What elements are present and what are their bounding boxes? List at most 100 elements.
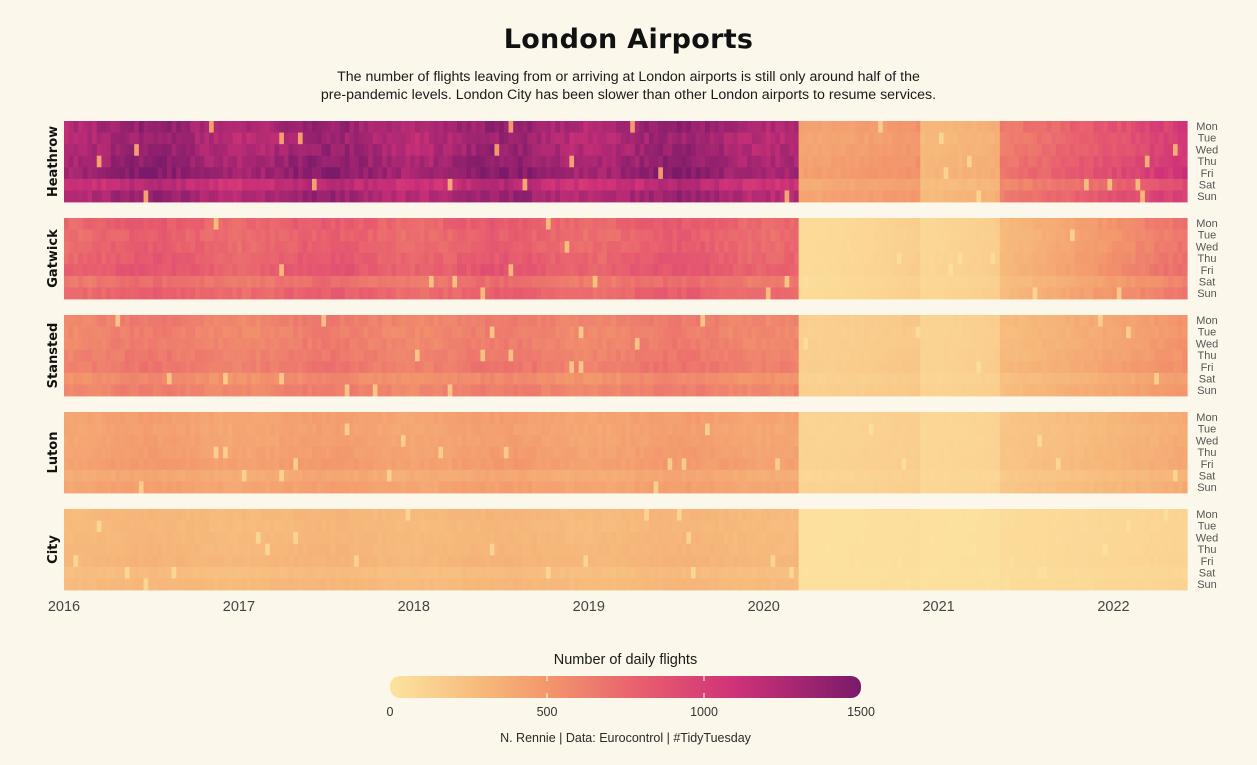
heat-cell	[831, 190, 837, 203]
heat-cell	[489, 229, 496, 242]
heat-cell	[1037, 144, 1043, 157]
heat-cell	[349, 338, 355, 351]
heat-cell	[672, 241, 678, 254]
heat-cell	[948, 372, 954, 385]
heat-cell	[382, 229, 388, 242]
heat-cell	[1121, 167, 1127, 180]
heat-cell	[836, 178, 842, 191]
heat-cell	[251, 167, 257, 180]
heat-cell	[653, 252, 659, 265]
heat-cell	[410, 155, 416, 168]
heat-cell	[246, 326, 252, 339]
heat-cell	[162, 121, 168, 133]
heat-cell	[962, 252, 968, 265]
heat-cell	[274, 361, 280, 374]
heat-cell	[209, 287, 215, 300]
heat-cell	[1121, 229, 1127, 242]
heat-cell	[569, 361, 575, 374]
heat-cell	[260, 326, 266, 339]
heat-cell	[283, 167, 290, 180]
heat-cell	[377, 372, 383, 385]
heat-cell	[489, 361, 496, 374]
heat-cell	[485, 372, 491, 385]
heat-cell	[438, 218, 444, 230]
heat-cell	[765, 218, 772, 230]
heat-cell	[597, 361, 603, 374]
heat-cell	[583, 132, 589, 145]
heat-cell	[171, 218, 177, 230]
heat-cell	[793, 167, 800, 180]
heat-cell	[443, 252, 449, 265]
heat-cell	[260, 155, 266, 168]
heat-cell	[1055, 287, 1062, 300]
heat-cell	[344, 264, 351, 277]
heat-cell	[115, 190, 121, 203]
heat-cell	[419, 132, 425, 145]
heat-cell	[438, 252, 444, 265]
heat-cell	[1041, 275, 1048, 288]
heat-cell	[218, 178, 224, 191]
heat-cell	[1004, 218, 1010, 230]
heat-cell	[260, 287, 266, 300]
heat-cell	[700, 315, 706, 327]
heat-cell	[775, 121, 781, 133]
heat-cell	[634, 315, 641, 327]
heat-cell	[915, 229, 921, 242]
heat-cell	[1172, 218, 1179, 230]
heat-cell	[943, 349, 949, 362]
heat-cell	[237, 155, 243, 168]
heat-cell	[700, 144, 706, 157]
heat-cell	[1116, 326, 1123, 339]
heat-cell	[489, 241, 496, 254]
heat-cell	[817, 144, 823, 157]
heat-cell	[929, 190, 935, 203]
heat-cell	[1084, 384, 1090, 397]
heat-cell	[939, 372, 945, 385]
heat-cell	[934, 338, 940, 351]
heat-cell	[1060, 132, 1066, 145]
heat-cell	[920, 121, 926, 133]
heat-cell	[915, 121, 921, 133]
heat-cell	[1070, 349, 1076, 362]
heat-cell	[152, 361, 159, 374]
heat-cell	[180, 121, 187, 133]
heat-cell	[602, 132, 608, 145]
heat-cell	[625, 229, 631, 242]
heat-cell	[1112, 275, 1118, 288]
heat-cell	[1130, 349, 1137, 362]
heat-cell	[620, 178, 627, 191]
heat-cell	[1023, 178, 1029, 191]
heat-cell	[1135, 264, 1141, 277]
heat-cell	[517, 326, 524, 339]
heat-cell	[957, 361, 963, 374]
heat-cell	[985, 275, 992, 288]
heat-cell	[831, 167, 837, 180]
heat-cell	[1098, 372, 1104, 385]
heat-cell	[410, 190, 416, 203]
heat-cell	[92, 326, 98, 339]
heat-cell	[550, 326, 556, 339]
heat-cell	[929, 252, 935, 265]
heat-cell	[653, 229, 659, 242]
heat-cell	[508, 361, 514, 374]
heat-cell	[312, 315, 318, 327]
heat-cell	[990, 372, 996, 385]
heat-cell	[358, 144, 365, 157]
heat-cell	[995, 132, 1001, 145]
heat-cell	[1098, 241, 1104, 254]
heat-cell	[728, 252, 734, 265]
heat-cell	[288, 144, 294, 157]
heat-cell	[634, 178, 641, 191]
heat-cell	[138, 275, 145, 288]
heat-cell	[1041, 132, 1048, 145]
heat-cell	[1013, 372, 1020, 385]
heat-cell	[400, 275, 407, 288]
heat-cell	[499, 384, 505, 397]
heat-cell	[644, 241, 650, 254]
heat-cell	[180, 275, 187, 288]
heat-cell	[64, 361, 70, 374]
heat-cell	[195, 287, 201, 300]
heat-cell	[564, 229, 570, 242]
heat-cell	[737, 252, 744, 265]
heat-cell	[405, 218, 411, 230]
